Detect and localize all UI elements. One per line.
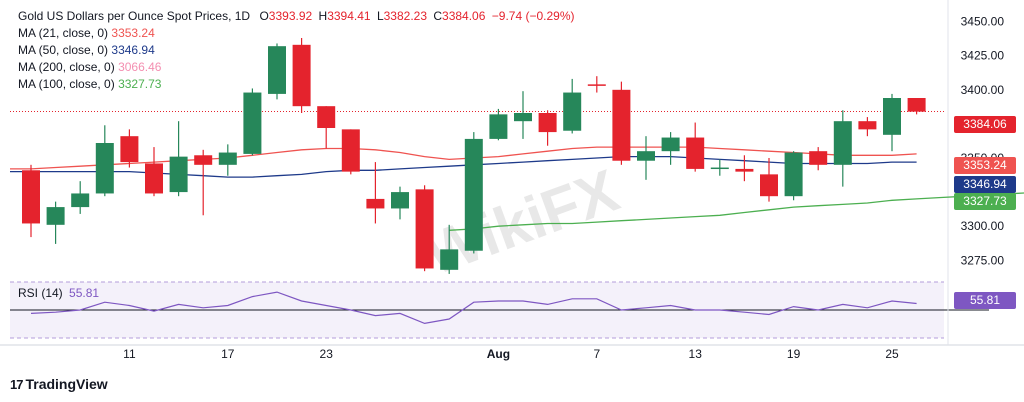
candle-body <box>809 151 828 165</box>
candle-body <box>71 193 90 208</box>
candle-body <box>243 92 262 154</box>
ma50-value: 3346.94 <box>111 43 155 57</box>
ma200-label: MA (200, close, 0) <box>18 60 115 74</box>
x-tick-label: 7 <box>593 347 600 361</box>
rsi-line <box>30 291 917 325</box>
x-tick-label: 19 <box>787 347 801 361</box>
y-tick-label: 3400.00 <box>961 83 1005 97</box>
candle-body <box>612 89 631 161</box>
last-price-tag: 3384.06 <box>954 116 1016 133</box>
candle-body <box>637 151 655 161</box>
rsi-value: 55.81 <box>69 286 100 300</box>
candle-body <box>538 113 557 133</box>
candle-body <box>341 129 360 172</box>
y-tick-label: 3425.00 <box>961 49 1005 63</box>
candle-body <box>366 198 385 209</box>
ma21-line <box>9 146 917 170</box>
x-tick-label: 17 <box>221 347 235 361</box>
ma21-price-tag: 3353.24 <box>954 157 1016 174</box>
close-label: C <box>433 9 443 23</box>
candle-body <box>120 136 139 163</box>
y-tick-label: 3450.00 <box>961 15 1005 29</box>
tradingview-mark-icon: 17 <box>10 377 24 392</box>
candle-body <box>194 155 213 165</box>
x-tick-label: 13 <box>689 347 703 361</box>
candle-body <box>587 84 606 86</box>
candle-body <box>292 44 311 107</box>
ma50-legend[interactable]: MA (50, close, 0) 3346.94 <box>18 42 575 59</box>
x-tick-label: 25 <box>885 347 899 361</box>
ohlc-header: Gold US Dollars per Ounce Spot Prices, 1… <box>18 8 575 25</box>
candle-body <box>833 121 852 165</box>
low-value: 3382.23 <box>383 9 428 23</box>
candle-body <box>489 114 508 139</box>
high-label: H <box>318 9 328 23</box>
candle-body <box>710 167 729 170</box>
ma200-value: 3066.46 <box>118 60 162 74</box>
candle-body <box>883 98 901 135</box>
candle-body <box>858 121 877 130</box>
x-tick-label: Aug <box>487 347 510 361</box>
candle-body <box>46 207 65 225</box>
open-label: O <box>259 9 269 23</box>
candle-body <box>907 98 926 112</box>
candle-body <box>22 170 40 224</box>
y-tick-label: 3300.00 <box>961 219 1005 233</box>
candle-body <box>95 143 114 194</box>
candle-body <box>268 46 286 94</box>
candle-body <box>661 137 680 152</box>
candle-body <box>391 192 409 209</box>
x-tick-label: 11 <box>123 347 136 361</box>
candle-body <box>145 163 163 194</box>
tradingview-logo-text: TradingView <box>25 376 108 392</box>
candle-body <box>784 152 803 197</box>
high-value: 3394.41 <box>327 9 371 23</box>
candle-body <box>169 156 188 193</box>
candle-body <box>317 106 336 128</box>
candle-body <box>464 138 483 251</box>
x-tick-label: 23 <box>320 347 334 361</box>
close-value: 3384.06 <box>442 9 486 23</box>
chart-legend: Gold US Dollars per Ounce Spot Prices, 1… <box>18 8 575 93</box>
rsi-value-tag: 55.81 <box>954 292 1016 309</box>
low-label: L <box>376 9 384 23</box>
ma21-value: 3353.24 <box>111 26 155 40</box>
candle-body <box>514 113 532 122</box>
ma100-price-tag: 3327.73 <box>954 193 1016 210</box>
ma100-legend[interactable]: MA (100, close, 0) 3327.73 <box>18 76 575 93</box>
tradingview-logo[interactable]: 17 TradingView <box>10 376 108 392</box>
candle-body <box>760 174 778 197</box>
rsi-label: RSI (14) <box>18 286 63 300</box>
candle-body <box>440 249 459 270</box>
ma200-legend[interactable]: MA (200, close, 0) 3066.46 <box>18 59 575 76</box>
candle-body <box>563 92 582 131</box>
rsi-legend[interactable]: RSI (14) 55.81 <box>18 286 99 300</box>
ma100-value: 3327.73 <box>118 77 162 91</box>
candle-body <box>735 168 754 172</box>
candle-body <box>686 137 705 169</box>
open-value: 3393.92 <box>268 9 313 23</box>
ma100-label: MA (100, close, 0) <box>18 77 115 91</box>
candle-body <box>415 189 434 269</box>
symbol-title: Gold US Dollars per Ounce Spot Prices, 1… <box>18 9 251 23</box>
ma50-price-tag: 3346.94 <box>954 176 1016 193</box>
ma50-label: MA (50, close, 0) <box>18 43 109 57</box>
change-value: −9.74 (−0.29%) <box>491 9 575 23</box>
y-tick-label: 3275.00 <box>961 253 1005 267</box>
ma21-legend[interactable]: MA (21, close, 0) 3353.24 <box>18 25 575 42</box>
candle-body <box>218 152 237 165</box>
ma21-label: MA (21, close, 0) <box>18 26 109 40</box>
